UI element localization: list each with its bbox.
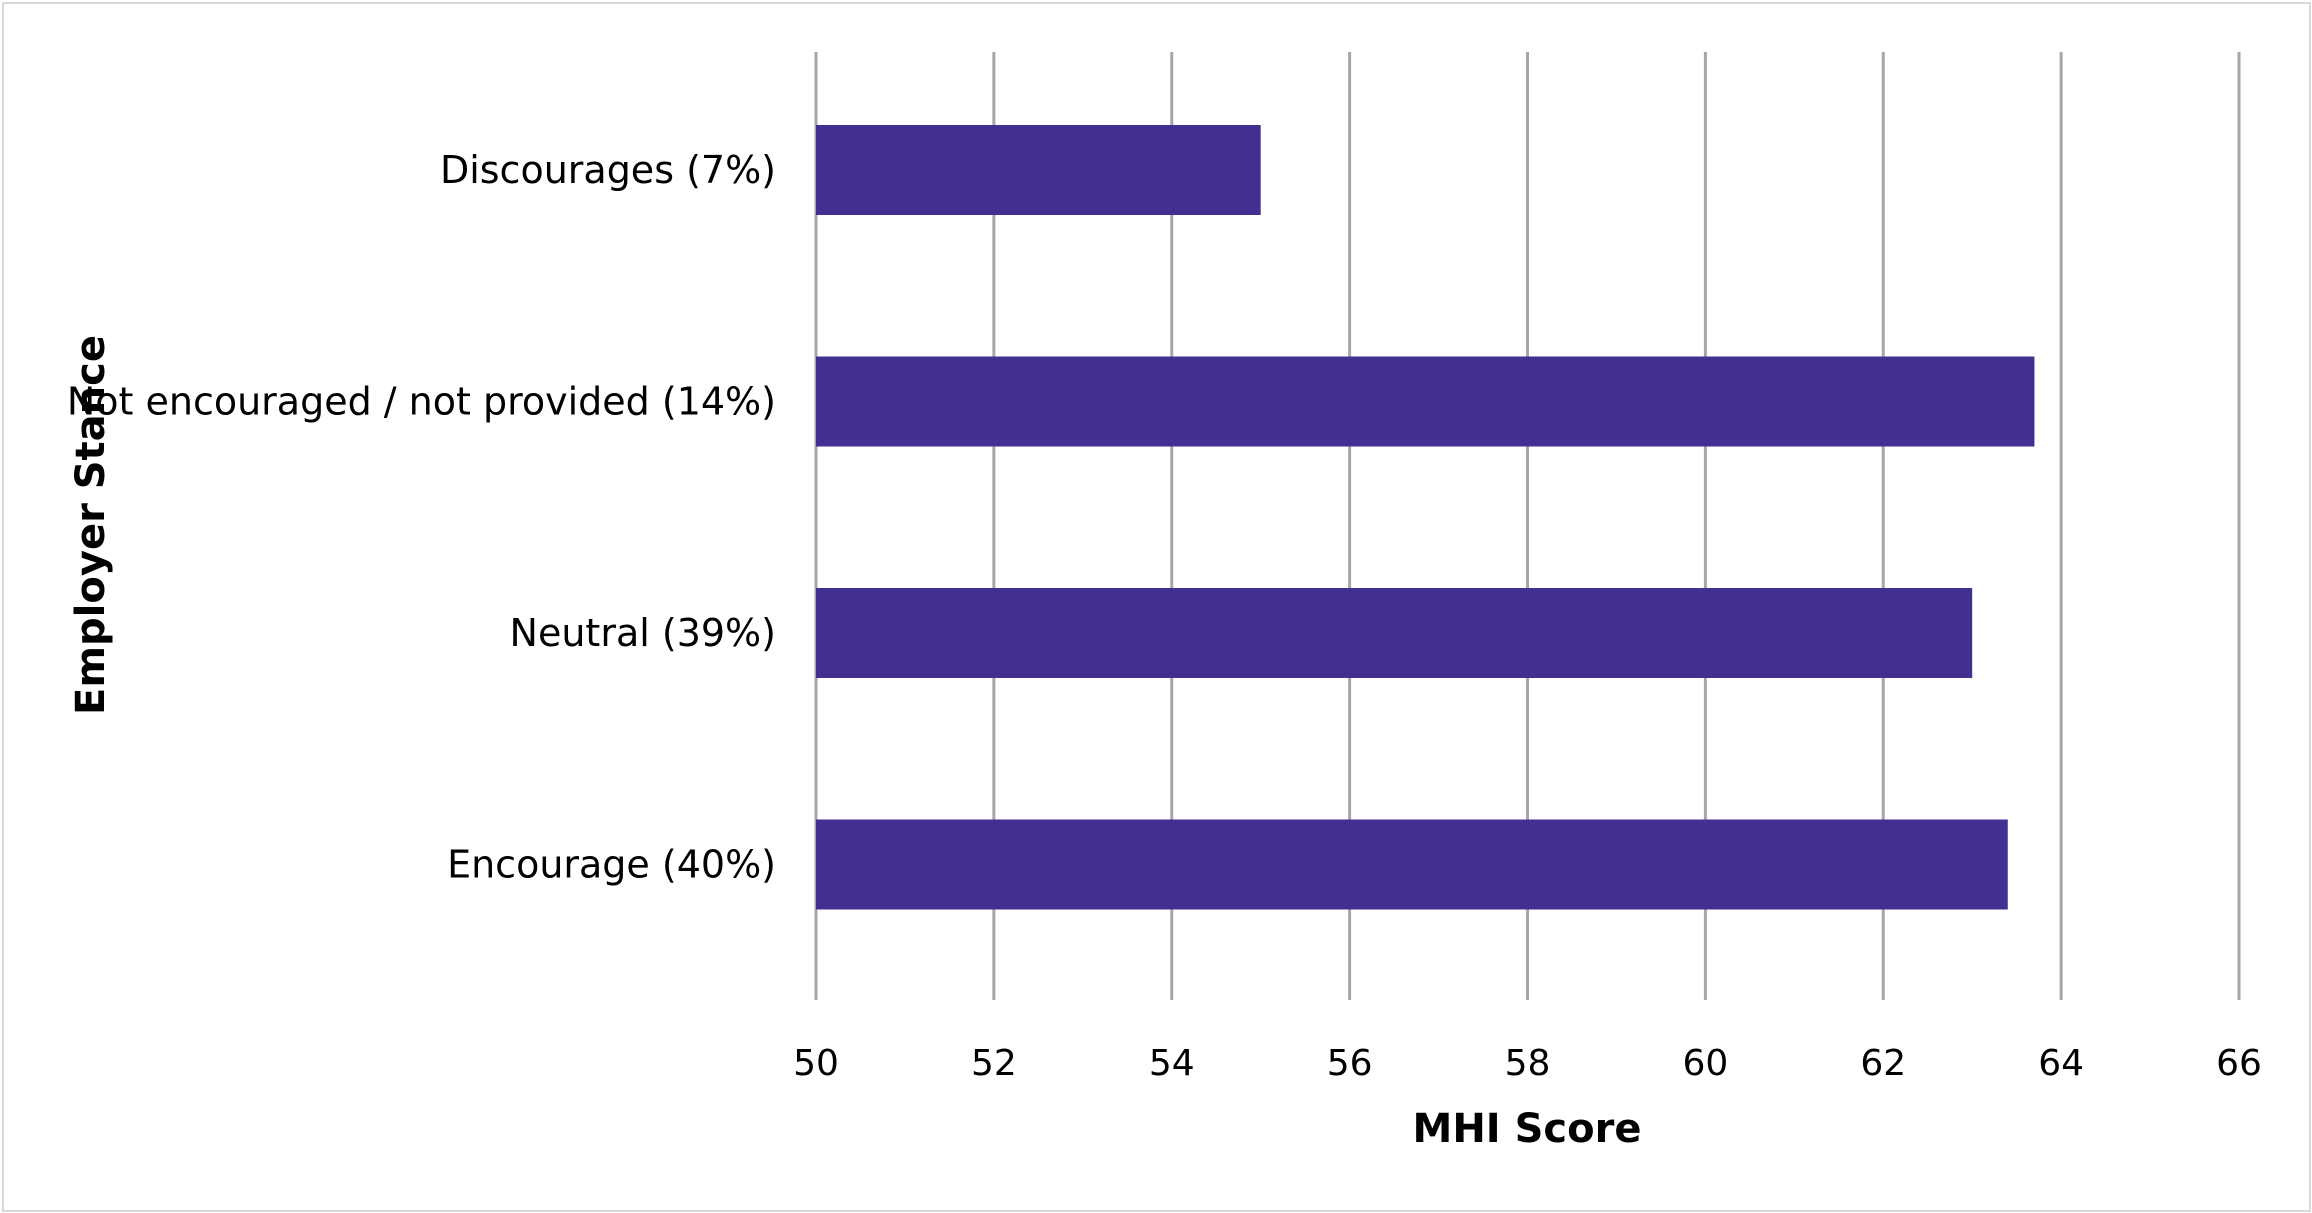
x-tick-label: 66 (2216, 1043, 2262, 1084)
x-tick-labels: 50 52 54 56 58 60 62 64 66 (793, 1043, 2262, 1084)
category-labels: Discourages (7%) Not encouraged / not pro… (67, 148, 776, 887)
bar-3 (816, 819, 2008, 910)
bar-1 (816, 356, 2035, 447)
category-label: Neutral (39%) (510, 611, 776, 655)
bars (816, 125, 2035, 910)
category-label: Encourage (40%) (447, 843, 776, 887)
x-tick-label: 56 (1327, 1043, 1373, 1084)
x-tick-label: 60 (1682, 1043, 1728, 1084)
bar-2 (816, 588, 1973, 678)
x-tick-label: 58 (1505, 1043, 1551, 1084)
x-tick-label: 62 (1860, 1043, 1906, 1084)
x-tick-label: 64 (2038, 1043, 2084, 1084)
y-axis-title: Employer Stance (68, 335, 114, 715)
x-tick-label: 50 (793, 1043, 839, 1084)
category-label: Not encouraged / not provided (14%) (67, 380, 776, 424)
bar-0 (816, 125, 1261, 215)
x-tick-label: 52 (971, 1043, 1017, 1084)
category-label: Discourages (7%) (440, 148, 776, 192)
x-tick-label: 54 (1149, 1043, 1195, 1084)
x-axis-title: MHI Score (1413, 1106, 1642, 1152)
